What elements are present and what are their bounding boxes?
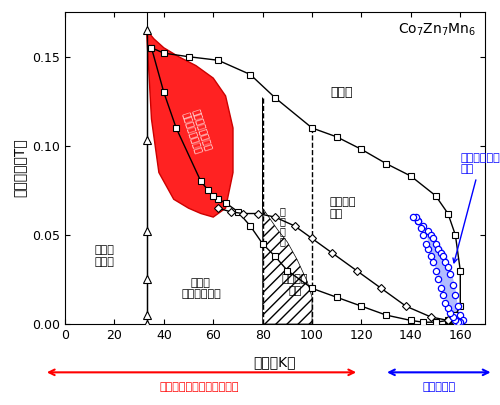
Text: ー
ヘ
ロ
ク: ー ヘ ロ ク [280,206,285,246]
Text: コニカル
磁性: コニカル 磁性 [330,197,356,219]
Polygon shape [146,30,233,217]
Text: 三次元的に乱れた
断熱スキルミオン: 三次元的に乱れた 断熱スキルミオン [180,108,212,155]
Text: 熱揺らぎ大: 熱揺らぎ大 [422,382,456,392]
Y-axis label: 外部磁場（T）: 外部磁場（T） [12,139,26,198]
Text: 強磁性: 強磁性 [330,86,353,99]
Text: Co$_7$Zn$_7$Mn$_6$: Co$_7$Zn$_7$Mn$_6$ [398,21,476,38]
Text: ヘリカル
磁性: ヘリカル 磁性 [282,274,308,296]
Text: 乱れた
ヘリカル磁性: 乱れた ヘリカル磁性 [181,277,221,299]
Polygon shape [426,231,460,322]
Text: スキルミオン
結晶: スキルミオン 結晶 [453,153,500,263]
Text: スピン
グラス: スピン グラス [94,245,114,267]
Text: 温度（K）: 温度（K） [254,355,296,369]
Text: 磁気フラストレーション大: 磁気フラストレーション大 [160,382,239,392]
Polygon shape [262,98,312,324]
